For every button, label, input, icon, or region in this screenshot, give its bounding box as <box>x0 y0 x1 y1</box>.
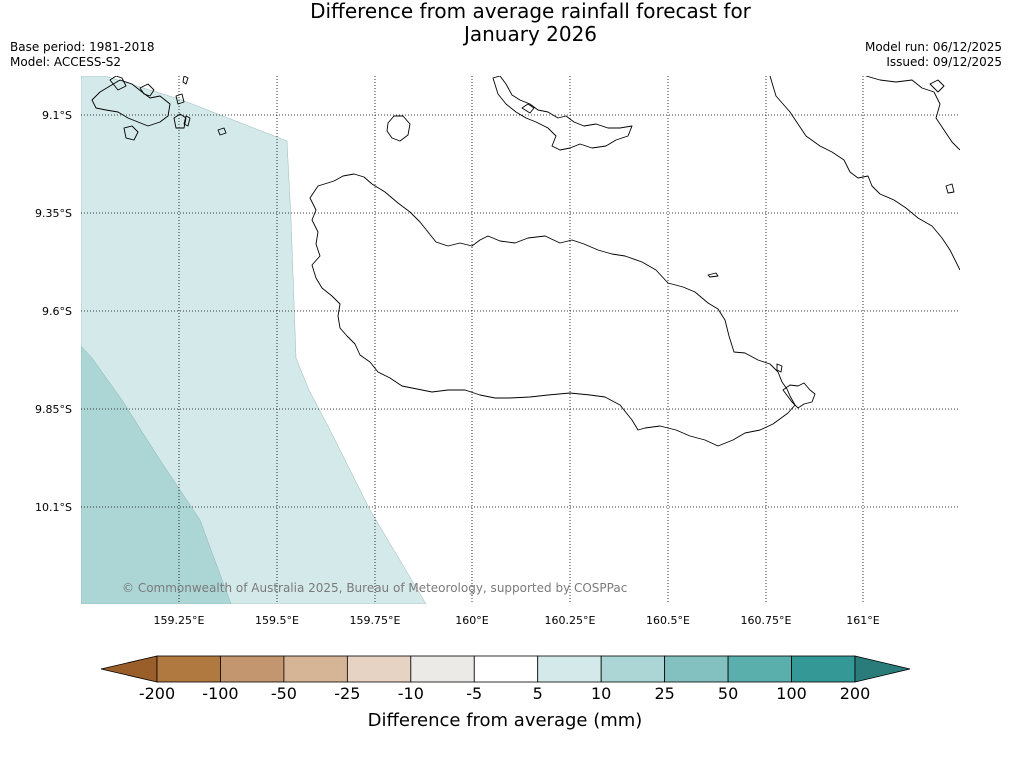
colorbar-tick-label: 10 <box>591 684 611 703</box>
colorbar-tick-label: -50 <box>271 684 297 703</box>
coastlines <box>91 76 960 447</box>
lon-label: 160°E <box>455 614 488 627</box>
colorbar-segment <box>220 655 285 683</box>
island-nggela <box>492 76 633 151</box>
islet <box>521 103 535 114</box>
colorbar-extend-high <box>854 655 911 683</box>
colorbar-segment <box>410 655 475 683</box>
colorbar-title: Difference from average (mm) <box>368 710 643 731</box>
islet <box>139 83 155 97</box>
island-guadalcanal <box>309 173 796 447</box>
colorbar-tick-label: -5 <box>466 684 482 703</box>
map-area <box>81 76 960 604</box>
meta-right: Model run: 06/12/2025 Issued: 09/12/2025 <box>865 40 1002 70</box>
island-russell-3 <box>123 125 139 141</box>
lon-label: 160.75°E <box>741 614 792 627</box>
shading-10-to-25 <box>81 345 232 604</box>
colorbar-tick-label: -100 <box>202 684 238 703</box>
colorbar-segment <box>600 655 666 683</box>
island-malaita <box>769 76 960 271</box>
title-line-1: Difference from average rainfall forecas… <box>310 0 751 23</box>
colorbar-segment <box>791 655 856 683</box>
islet <box>945 183 955 194</box>
colorbar-tick-label: 50 <box>718 684 738 703</box>
colorbar-segment <box>537 655 602 683</box>
island-savo <box>386 115 411 142</box>
islet <box>217 127 227 136</box>
colorbar: -200 -100 -50 -25 -10 -5 5 10 25 50 100 200 <box>100 655 911 703</box>
lat-label: 9.35°S <box>35 207 72 220</box>
colorbar-tick-label: 100 <box>776 684 807 703</box>
islet <box>707 272 719 278</box>
islet <box>776 363 783 373</box>
gridlines <box>81 76 960 604</box>
colorbar-extend-low <box>100 655 158 683</box>
lon-label: 159.25°E <box>154 614 205 627</box>
colorbar-segment <box>473 655 539 683</box>
colorbar-tick-label: -200 <box>139 684 175 703</box>
colorbar-tick-label: 25 <box>654 684 674 703</box>
meta-left: Base period: 1981-2018 Model: ACCESS-S2 <box>10 40 155 70</box>
lon-label: 160.25°E <box>545 614 596 627</box>
lat-label: 9.1°S <box>42 109 72 122</box>
model-run: Model run: 06/12/2025 <box>864 40 1002 54</box>
colorbar-tick-label: -25 <box>334 684 360 703</box>
title-line-2: January 2026 <box>463 22 598 46</box>
lat-label: 10.1°S <box>35 501 72 514</box>
lon-label: 159.5°E <box>255 614 299 627</box>
colorbar-segment <box>346 655 412 683</box>
map-title: Difference from average rainfall forecas… <box>200 0 861 46</box>
islet <box>182 76 189 85</box>
colorbar-segment <box>664 655 729 683</box>
islets-marau <box>782 382 816 409</box>
islet <box>173 113 187 129</box>
base-period: Base period: 1981-2018 <box>10 40 155 54</box>
islet <box>183 115 191 127</box>
island-russell-2 <box>109 76 127 91</box>
model-name: Model: ACCESS-S2 <box>10 55 122 69</box>
islet <box>175 93 185 105</box>
lon-label: 161°E <box>846 614 879 627</box>
colorbar-segment <box>156 655 221 683</box>
issued-date: Issued: 09/12/2025 <box>886 55 1002 69</box>
colorbar-segment <box>727 655 792 683</box>
copyright-notice: © Commonwealth of Australia 2025, Bureau… <box>122 581 627 595</box>
lon-label: 159.75°E <box>350 614 401 627</box>
lat-label: 9.85°S <box>35 403 72 416</box>
colorbar-segment <box>283 655 348 683</box>
island-malaita-north <box>865 76 960 151</box>
lat-labels: 9.1°S 9.35°S 9.6°S 9.85°S 10.1°S <box>35 109 72 514</box>
colorbar-tick-label: 5 <box>533 684 543 703</box>
lat-label: 9.6°S <box>42 305 72 318</box>
lon-labels: 159.25°E 159.5°E 159.75°E 160°E 160.25°E 160.… <box>154 614 880 627</box>
colorbar-tick-label: 200 <box>840 684 871 703</box>
island-russell <box>91 79 171 127</box>
islet <box>929 79 945 93</box>
lon-label: 160.5°E <box>646 614 690 627</box>
colorbar-tick-label: -10 <box>398 684 424 703</box>
